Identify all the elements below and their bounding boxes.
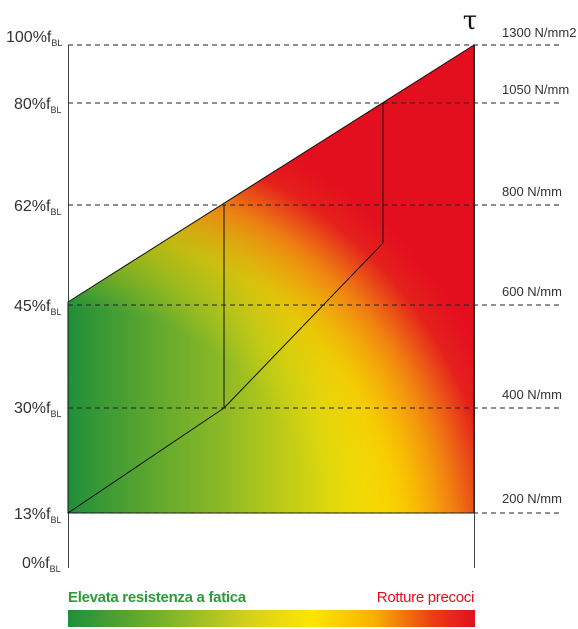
legend-left-label: Elevata resistenza a fatica (68, 589, 246, 606)
tick-45: 45%fBL (14, 298, 62, 317)
tick-30: 30%fBL (14, 400, 62, 419)
legend-gradient-bar (68, 610, 475, 627)
inner-limit-lines (67, 103, 384, 514)
unit-1300: 1300 N/mm2 (502, 25, 576, 40)
unit-800: 800 N/mm (502, 184, 562, 199)
tick-100: 100%fBL (6, 29, 62, 48)
tick-13: 13%fBL (14, 506, 62, 525)
right-unit-labels: 1300 N/mm2 1050 N/mm 800 N/mm 600 N/mm 4… (502, 25, 576, 506)
tick-62: 62%fBL (14, 198, 62, 217)
tau-symbol: τ (463, 6, 477, 36)
unit-1050: 1050 N/mm (502, 82, 569, 97)
unit-400: 400 N/mm (502, 387, 562, 402)
level-lines (68, 44, 560, 514)
unit-200: 200 N/mm (502, 491, 562, 506)
unit-600: 600 N/mm (502, 284, 562, 299)
legend-right-label: Rotture precoci (376, 589, 475, 606)
tick-0: 0%fBL (22, 555, 61, 574)
left-tick-labels: 100%fBL 80%fBL 62%fBL 45%fBL 30%fBL 13%f… (6, 29, 62, 574)
stress-region (68, 45, 474, 513)
tick-80: 80%fBL (14, 96, 62, 115)
